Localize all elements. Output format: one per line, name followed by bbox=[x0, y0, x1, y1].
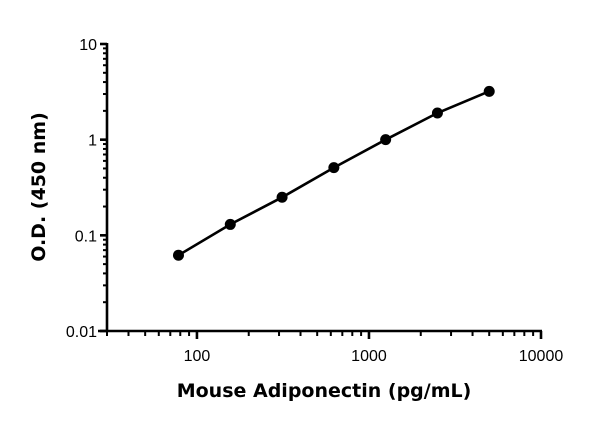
data-point bbox=[328, 162, 340, 174]
data-points bbox=[172, 85, 495, 261]
data-point bbox=[276, 191, 288, 203]
y-tick-label: 0.01 bbox=[66, 324, 97, 341]
x-tick-label: 10000 bbox=[519, 348, 564, 365]
y-axis bbox=[100, 42, 109, 333]
data-point bbox=[483, 85, 495, 97]
data-point bbox=[380, 134, 392, 146]
x-tick-label: 100 bbox=[184, 348, 211, 365]
data-point bbox=[224, 218, 236, 230]
y-tick-label: 1 bbox=[88, 133, 97, 150]
y-tick-label: 10 bbox=[79, 37, 97, 54]
x-tick-label: 1000 bbox=[351, 348, 387, 365]
y-tick-label: 0.1 bbox=[75, 228, 97, 245]
y-tick-labels: 0.01 0.1 1 10 bbox=[66, 37, 97, 341]
x-axis bbox=[98, 329, 543, 339]
x-axis-title: Mouse Adiponectin (pg/mL) bbox=[177, 380, 472, 402]
curve-line bbox=[177, 90, 490, 257]
data-point bbox=[431, 107, 443, 119]
data-point bbox=[172, 249, 184, 261]
x-tick-labels: 100 1000 10000 bbox=[184, 348, 564, 365]
y-axis-title: O.D. (450 nm) bbox=[28, 112, 50, 262]
